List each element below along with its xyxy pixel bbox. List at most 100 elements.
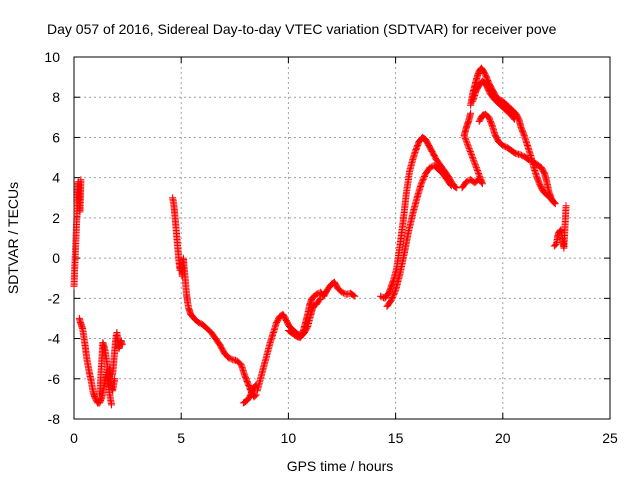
x-tick-labels: 0 5 10 15 20 25	[70, 430, 618, 446]
plot-frame	[73, 56, 611, 420]
data-point	[503, 101, 514, 112]
data-point	[499, 103, 510, 114]
data-point	[263, 340, 274, 359]
data-point	[383, 298, 394, 310]
data-point	[381, 290, 392, 302]
data-point	[273, 314, 283, 326]
data-point	[422, 165, 433, 178]
data-point	[413, 181, 425, 202]
data-point	[488, 85, 499, 98]
data-point	[338, 288, 349, 298]
y-tick-label: 6	[52, 129, 60, 145]
data-point	[418, 133, 428, 143]
data-point	[477, 64, 487, 74]
data-point	[199, 321, 210, 331]
data-points	[70, 64, 570, 409]
data-point	[485, 113, 495, 128]
data-point	[220, 349, 231, 361]
data-point	[244, 379, 254, 393]
data-point	[260, 352, 271, 371]
x-tick-label: 20	[495, 430, 511, 446]
data-point	[499, 97, 510, 108]
data-point	[75, 314, 84, 325]
data-point	[317, 294, 325, 302]
data-point	[392, 272, 403, 294]
data-point	[507, 147, 519, 157]
data-point	[439, 170, 450, 182]
data-point	[212, 335, 223, 347]
data-point	[405, 211, 416, 236]
data-point	[512, 150, 522, 158]
data-point	[551, 200, 559, 208]
data-point	[182, 278, 190, 297]
data-point	[443, 176, 454, 188]
data-point	[499, 142, 510, 151]
y-tick-label: 2	[52, 210, 60, 226]
data-point	[83, 355, 93, 373]
data-point	[550, 241, 559, 250]
x-tick-label: 15	[388, 430, 404, 446]
data-point	[461, 133, 486, 188]
data-point	[422, 136, 432, 148]
y-tick-label: 8	[52, 89, 60, 105]
y-tick-label: -8	[48, 411, 61, 427]
y-tick-labels: -8 -6 -4 -2 0 2 4 6 8 10	[44, 49, 60, 427]
axis-ticks	[73, 56, 611, 420]
x-tick-label: 25	[602, 430, 618, 446]
data-point	[171, 210, 180, 228]
data-point	[482, 80, 493, 96]
data-point	[430, 162, 441, 173]
data-point	[377, 292, 387, 302]
data-point	[547, 194, 556, 204]
data-point	[458, 179, 469, 192]
data-point	[289, 330, 300, 340]
data-point	[507, 105, 519, 116]
data-point	[309, 301, 319, 310]
data-point	[467, 109, 475, 117]
data-point	[557, 226, 565, 237]
data-point	[224, 354, 235, 363]
data-point	[507, 111, 518, 122]
data-point	[229, 356, 239, 364]
data-point	[475, 113, 486, 125]
data-point	[441, 168, 452, 180]
data-point	[406, 157, 416, 176]
data-point	[118, 341, 126, 349]
data-point	[491, 91, 502, 102]
data-point	[549, 198, 558, 207]
data-point	[400, 229, 412, 258]
data-point	[279, 310, 290, 323]
x-axis-label: GPS time / hours	[287, 458, 394, 474]
data-point	[428, 148, 440, 162]
data-point	[342, 290, 353, 298]
data-point	[447, 182, 455, 190]
data-point	[485, 79, 495, 92]
data-point	[284, 327, 296, 337]
data-point	[172, 222, 181, 240]
data-point	[562, 202, 570, 210]
y-tick-label: 10	[44, 49, 60, 65]
data-point	[239, 398, 249, 407]
data-point	[525, 156, 535, 165]
data-point	[96, 356, 106, 399]
data-point	[91, 395, 101, 406]
data-point	[437, 162, 448, 174]
data-point	[108, 401, 115, 409]
data-point	[81, 339, 91, 361]
data-point	[77, 176, 85, 184]
data-point	[462, 176, 473, 186]
data-point	[296, 330, 308, 342]
data-point	[282, 317, 293, 329]
data-point	[512, 109, 522, 122]
data-point	[491, 131, 502, 144]
data-point	[511, 115, 519, 123]
data-point	[426, 162, 437, 172]
grid-lines	[74, 57, 610, 419]
data-point	[351, 292, 359, 300]
data-point	[560, 203, 570, 252]
y-axis-label: SDTVAR / TECUs	[5, 182, 21, 294]
data-point	[312, 296, 324, 308]
data-point	[417, 171, 429, 188]
data-point	[111, 375, 119, 383]
data-point	[529, 158, 540, 168]
